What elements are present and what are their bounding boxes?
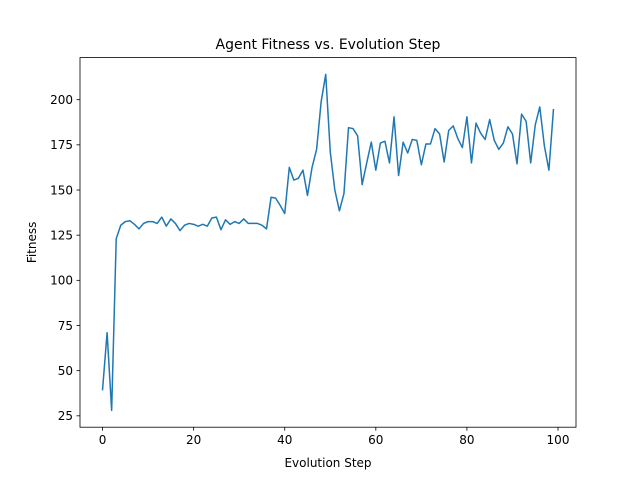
x-tick-label: 40: [277, 433, 292, 447]
y-tick-label: 25: [58, 409, 73, 423]
plot-frame: [79, 57, 577, 428]
y-tick-label: 75: [58, 319, 73, 333]
x-tick-label: 100: [547, 433, 570, 447]
series-layer: [101, 73, 555, 412]
y-tick-label: 50: [58, 364, 73, 378]
x-tick-label: 20: [186, 433, 201, 447]
series-line-0: [101, 73, 555, 412]
chart-title: Agent Fitness vs. Evolution Step: [216, 37, 441, 53]
x-tick-label: 60: [368, 433, 383, 447]
y-tick-label: 100: [50, 274, 73, 288]
x-tick-label: 0: [99, 433, 107, 447]
x-axis-label: Evolution Step: [284, 456, 371, 470]
y-tick-label: 200: [50, 93, 73, 107]
y-tick-label: 150: [50, 183, 73, 197]
y-axis-label: Fitness: [25, 222, 39, 264]
y-tick-label: 175: [50, 138, 73, 152]
y-tick-label: 125: [50, 228, 73, 242]
x-tick-label: 80: [459, 433, 474, 447]
y-axis-ticks: 25 50 75 100 125 150 175 200: [50, 93, 80, 423]
x-axis-ticks: 0 20 40 60 80 100: [99, 427, 570, 447]
